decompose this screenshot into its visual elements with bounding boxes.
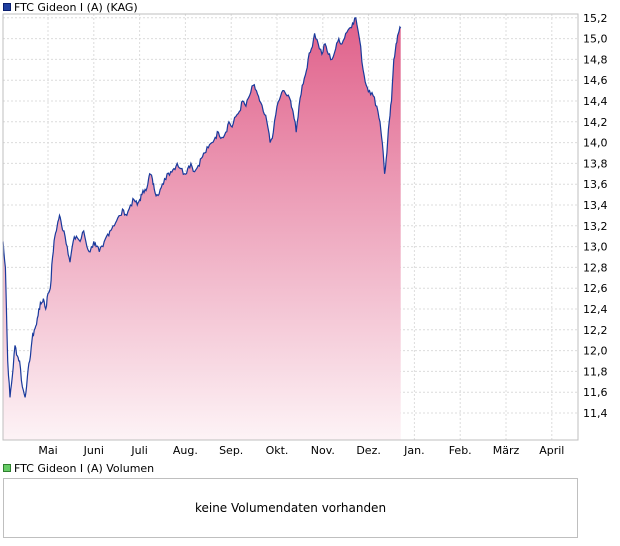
y-tick-label: 12,8 (583, 261, 608, 274)
x-tick-label: Juni (83, 444, 104, 457)
x-axis-labels: Mai Juni Juli Aug. Sep. Okt. Nov. Dez. Jan. Feb. M… (38, 444, 564, 457)
no-volume-message: keine Volumendaten vorhanden (194, 501, 387, 515)
y-tick-label: 11,8 (583, 365, 608, 378)
y-tick-label: 11,6 (583, 386, 608, 399)
x-tick-label: Feb. (449, 444, 472, 457)
x-tick-label: Nov. (311, 444, 335, 457)
x-tick-label: April (539, 444, 564, 457)
x-tick-label: Juli (130, 444, 147, 457)
y-tick-label: 12,0 (583, 345, 608, 358)
plot-frame (2, 13, 579, 441)
y-tick-label: 14,0 (583, 137, 608, 150)
volume-panel: keine Volumendaten vorhanden (3, 478, 578, 538)
x-tick-label: Mai (38, 444, 57, 457)
volume-legend-label: FTC Gideon I (A) Volumen (14, 461, 155, 475)
volume-legend-swatch (3, 464, 11, 472)
y-tick-label: 14,4 (583, 95, 608, 108)
x-tick-label: Okt. (266, 444, 289, 457)
y-tick-label: 11,4 (583, 407, 608, 420)
volume-legend: FTC Gideon I (A) Volumen (3, 461, 154, 475)
y-tick-label: 15,0 (583, 33, 608, 46)
price-legend-label: FTC Gideon I (A) (KAG) (14, 0, 138, 14)
y-tick-label: 13,2 (583, 220, 608, 233)
y-tick-label: 13,0 (583, 241, 608, 254)
x-tick-label: Dez. (356, 444, 381, 457)
y-tick-label: 12,6 (583, 282, 608, 295)
y-tick-label: 14,8 (583, 53, 608, 66)
x-tick-label: Aug. (173, 444, 198, 457)
y-tick-label: 14,2 (583, 116, 608, 129)
y-tick-label: 12,2 (583, 324, 608, 337)
y-axis-labels: 11,4 11,6 11,8 12,0 12,2 12,4 12,6 12,8 13,0 13,2… (583, 12, 608, 420)
y-tick-label: 13,6 (583, 178, 608, 191)
price-chart: 11,4 11,6 11,8 12,0 12,2 12,4 12,6 12,8 13,0 13,2… (2, 12, 608, 457)
price-legend-swatch (3, 3, 11, 11)
y-tick-label: 13,4 (583, 199, 608, 212)
price-line (2, 17, 402, 398)
x-tick-label: Sep. (219, 444, 243, 457)
y-tick-label: 14,6 (583, 74, 608, 87)
y-tick-label: 12,4 (583, 303, 608, 316)
price-legend: FTC Gideon I (A) (KAG) (3, 0, 138, 14)
x-tick-label: März (493, 444, 520, 457)
x-tick-label: Jan. (403, 444, 424, 457)
y-tick-label: 13,8 (583, 157, 608, 170)
y-tick-label: 15,2 (583, 12, 608, 25)
price-area (3, 17, 401, 441)
